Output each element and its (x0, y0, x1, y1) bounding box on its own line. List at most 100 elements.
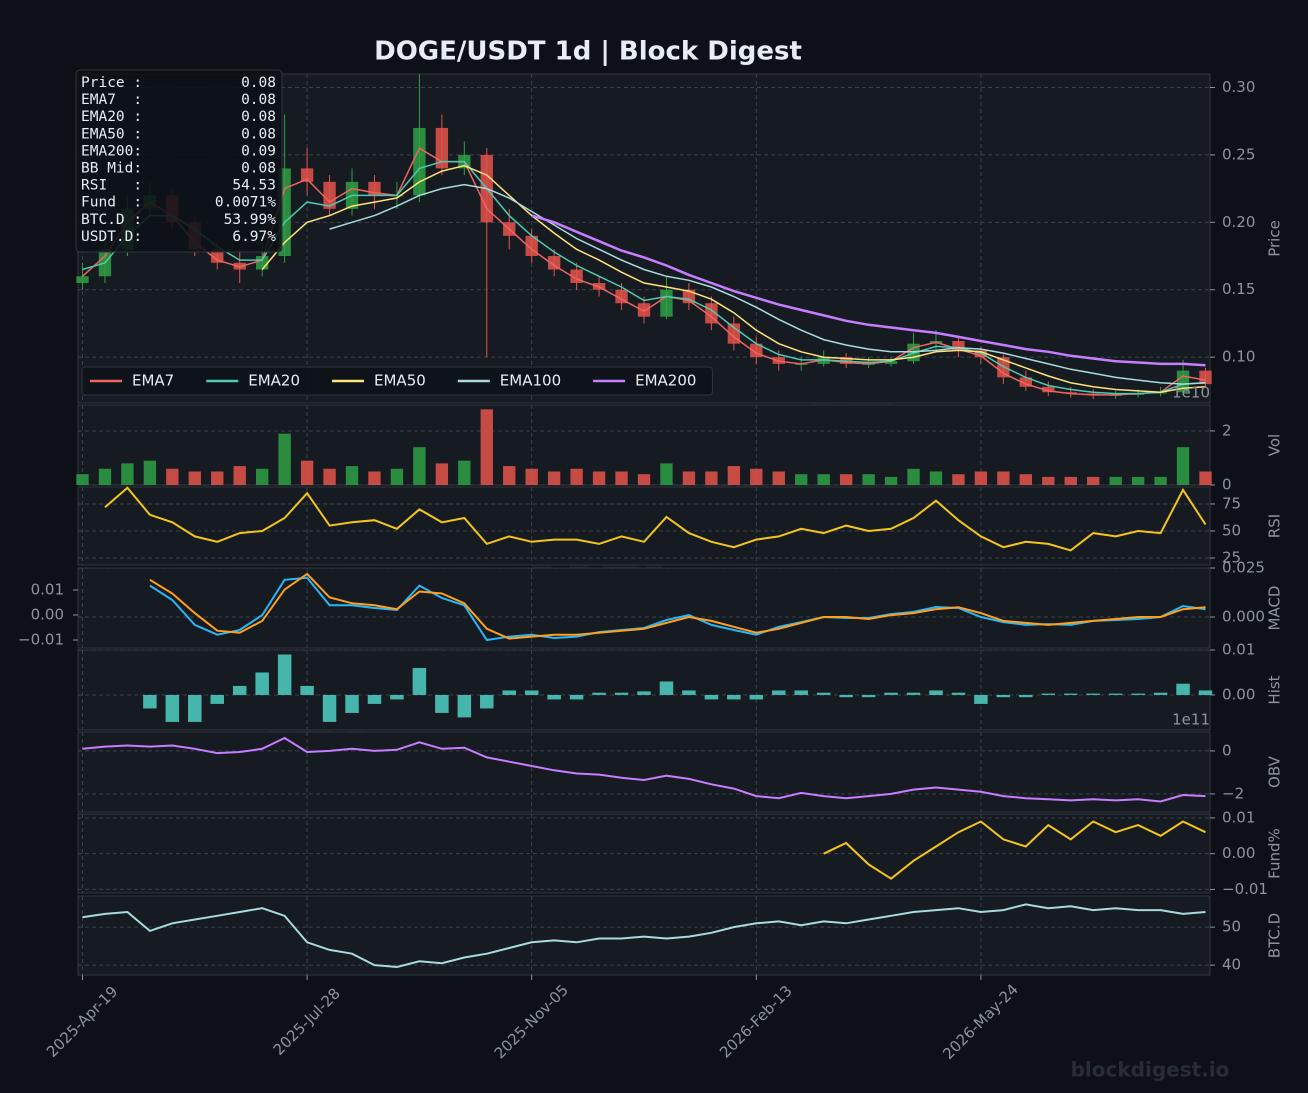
legend-label: EMA100 (500, 372, 561, 390)
bar (1064, 693, 1078, 695)
bar (457, 694, 472, 718)
series-line (82, 903, 1206, 969)
bar (480, 409, 493, 485)
bar (637, 691, 651, 695)
bar (547, 471, 561, 485)
y-tick-label: 50 (1222, 521, 1241, 539)
bar (232, 685, 247, 695)
y-tick-label: 0 (1222, 741, 1232, 759)
bar (188, 694, 202, 722)
info-value: 0.09 (241, 143, 276, 159)
footer-brand: blockdigest.io (1071, 1058, 1230, 1082)
info-value: 0.08 (241, 92, 276, 108)
info-value: 54.53 (232, 178, 276, 194)
bar (816, 692, 831, 695)
bar (1064, 476, 1077, 485)
candle-body (323, 181, 336, 209)
bar (322, 694, 337, 722)
bar (435, 463, 449, 485)
axis-offset-label: 1e11 (1172, 711, 1210, 729)
y-axis-label: Hist (1266, 675, 1284, 704)
bar (76, 474, 89, 485)
info-label: EMA20 : (81, 109, 142, 125)
info-label: RSI : (81, 178, 142, 194)
bar (951, 692, 966, 695)
candle-body (1019, 377, 1033, 387)
bar (188, 471, 201, 485)
panel-background (77, 649, 1211, 731)
candle-body (413, 127, 426, 196)
y-axis-label: RSI (1266, 514, 1284, 538)
bar (165, 694, 180, 722)
y2-tick-label: 0.00 (31, 606, 64, 624)
info-label: Fund : (81, 195, 142, 211)
panel-background (77, 567, 1211, 649)
bar (1199, 471, 1212, 485)
bar (637, 474, 651, 485)
info-box (75, 69, 283, 253)
bar (390, 468, 404, 485)
bar (211, 471, 224, 485)
bar (906, 692, 921, 695)
bar (1086, 693, 1100, 695)
bar (300, 460, 314, 485)
bar (592, 471, 606, 485)
bar (974, 694, 988, 704)
bar (525, 468, 538, 485)
bar (907, 468, 920, 485)
bar (435, 694, 449, 713)
ema-line (329, 183, 1206, 385)
bar (480, 694, 494, 709)
bar (1176, 447, 1190, 485)
candle-body (547, 256, 561, 270)
y-tick-label: 0 (1222, 476, 1232, 494)
info-value: 0.08 (241, 161, 276, 177)
y2-tick-label: −0.01 (18, 631, 64, 649)
axis-offset-label: 1e10 (1172, 384, 1210, 402)
bar (210, 694, 224, 704)
y2-tick-label: 0.01 (31, 581, 64, 599)
bar (547, 694, 561, 700)
bar (1041, 693, 1056, 695)
info-value: 6.97% (232, 229, 276, 245)
candle-body (952, 340, 965, 351)
bar (884, 476, 898, 485)
bar (1198, 690, 1213, 695)
bar (345, 466, 359, 485)
candle-body (300, 168, 314, 182)
info-value: 53.99% (224, 212, 277, 228)
info-label: EMA50 : (81, 126, 142, 142)
series-line (82, 736, 1206, 803)
candle-body (615, 289, 628, 304)
y-axis-label: Vol (1266, 434, 1284, 456)
candle-body (1042, 386, 1055, 393)
bar (345, 694, 359, 713)
bar (368, 471, 381, 485)
bar (705, 471, 718, 485)
bar (682, 690, 696, 695)
y-tick-label: 0.00 (1222, 685, 1255, 703)
bar (817, 474, 830, 485)
y-tick-label: 50 (1222, 918, 1241, 936)
bar (615, 471, 628, 485)
info-label: EMA7 : (81, 92, 142, 108)
bar (614, 692, 629, 695)
info-label: USDT.D: (81, 229, 142, 245)
y-tick-label: −0.01 (1222, 880, 1268, 898)
candle-body (637, 303, 651, 317)
bar (502, 690, 516, 695)
y-tick-label: 25 (1222, 548, 1241, 566)
panel-background (77, 895, 1211, 976)
y-tick-label: 0.20 (1222, 213, 1255, 231)
panel-background (77, 731, 1211, 813)
bar (1042, 476, 1055, 485)
series-line (149, 576, 1206, 642)
ema-line (531, 214, 1206, 367)
info-value: 0.08 (241, 109, 276, 125)
panel-background (77, 486, 1211, 566)
candle-body (1199, 370, 1212, 385)
series-line (823, 820, 1206, 880)
bar (143, 694, 157, 709)
bar (570, 468, 583, 485)
